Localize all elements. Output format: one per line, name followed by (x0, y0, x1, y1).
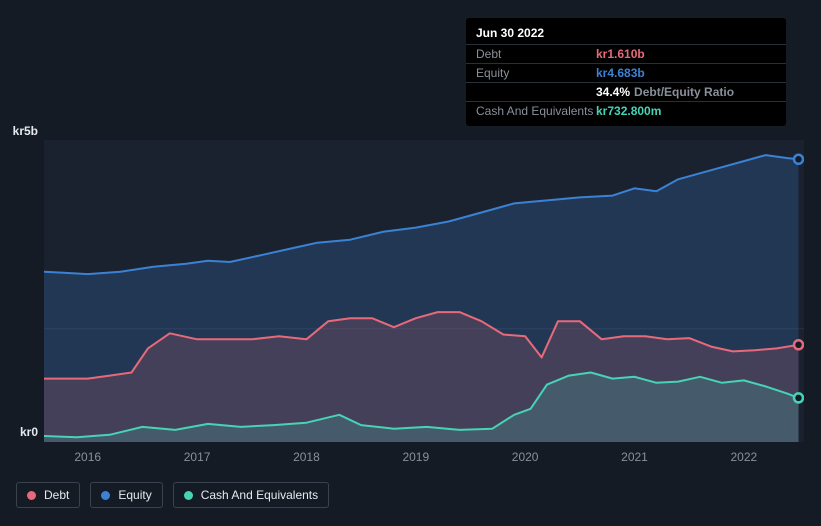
tooltip-row: Cash And Equivalentskr732.800m (466, 101, 786, 120)
legend-item-label: Debt (44, 488, 69, 502)
tooltip-row: Debtkr1.610b (466, 44, 786, 63)
legend-dot-icon (184, 491, 193, 500)
chart-legend: Debt Equity Cash And Equivalents (16, 482, 329, 508)
x-axis-tick-label: 2018 (293, 450, 320, 464)
tooltip-row: Equitykr4.683b (466, 63, 786, 82)
tooltip-row-value: 34.4%Debt/Equity Ratio (596, 85, 734, 99)
legend-item-label: Equity (118, 488, 151, 502)
x-axis-tick-label: 2022 (730, 450, 757, 464)
legend-item-cash-and-equivalents[interactable]: Cash And Equivalents (173, 482, 329, 508)
tooltip-date: Jun 30 2022 (466, 24, 786, 44)
tooltip-row-label: Equity (476, 66, 596, 80)
legend-dot-icon (101, 491, 110, 500)
legend-item-debt[interactable]: Debt (16, 482, 80, 508)
chart-tooltip: Jun 30 2022 Debtkr1.610bEquitykr4.683b34… (466, 18, 786, 126)
financial-area-chart (44, 140, 804, 442)
tooltip-row-value: kr4.683b (596, 66, 645, 80)
legend-item-label: Cash And Equivalents (201, 488, 318, 502)
x-axis-tick-label: 2021 (621, 450, 648, 464)
chart-plot-area[interactable] (44, 140, 804, 442)
y-axis-bottom-label: kr0 (8, 425, 38, 439)
x-axis-tick-label: 2019 (402, 450, 429, 464)
legend-item-equity[interactable]: Equity (90, 482, 162, 508)
tooltip-row-value: kr1.610b (596, 47, 645, 61)
legend-dot-icon (27, 491, 36, 500)
tooltip-row: 34.4%Debt/Equity Ratio (466, 82, 786, 101)
x-axis-tick-label: 2016 (74, 450, 101, 464)
y-axis-top-label: kr5b (8, 124, 38, 138)
tooltip-row-label: Debt (476, 47, 596, 61)
x-axis-tick-label: 2017 (184, 450, 211, 464)
tooltip-row-value: kr732.800m (596, 104, 661, 118)
tooltip-row-label (476, 85, 596, 99)
x-axis-tick-label: 2020 (512, 450, 539, 464)
tooltip-row-label: Cash And Equivalents (476, 104, 596, 118)
